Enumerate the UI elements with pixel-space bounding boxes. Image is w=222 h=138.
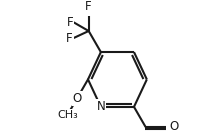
Text: N: N xyxy=(97,100,105,113)
Text: F: F xyxy=(85,0,92,13)
Text: CH₃: CH₃ xyxy=(57,110,78,120)
Text: F: F xyxy=(66,32,73,45)
Text: O: O xyxy=(169,120,178,133)
Text: O: O xyxy=(73,92,82,105)
Text: F: F xyxy=(67,16,73,29)
